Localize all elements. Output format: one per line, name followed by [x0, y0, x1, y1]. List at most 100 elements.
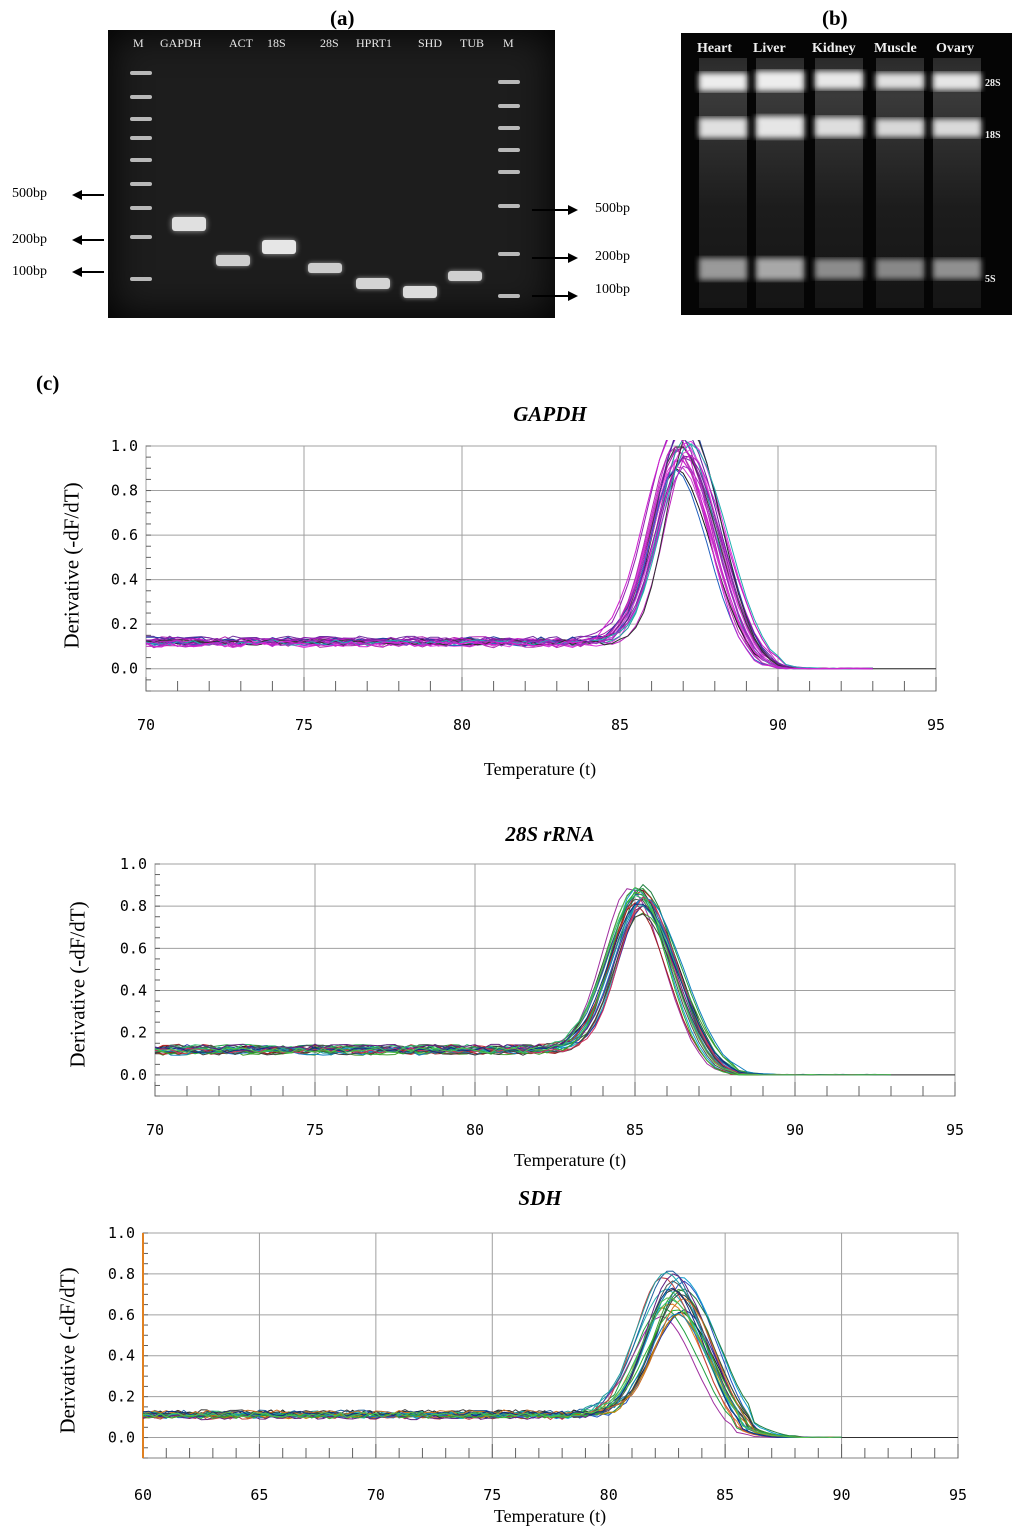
x-tick-label: 85 — [626, 1121, 644, 1139]
melt-curve-series — [142, 1297, 842, 1439]
lane-label-heart: Heart — [697, 41, 732, 56]
plot-frame — [142, 1232, 959, 1459]
chart-xlabel-sdh: Temperature (t) — [493, 1506, 607, 1526]
arrow-line — [80, 271, 104, 273]
x-tick-label: 75 — [306, 1121, 324, 1139]
lane-label-ovary: Ovary — [936, 41, 975, 56]
arrow-right-icon — [568, 205, 578, 215]
y-tick-label: 0.4 — [120, 982, 147, 1000]
y-tick-label: 1.0 — [120, 858, 147, 873]
melt-curve-series — [142, 1293, 842, 1439]
marker-left-100bp: 100bp — [12, 264, 47, 279]
lane-label-m-left: M — [133, 36, 144, 50]
lane-label-act: ACT — [229, 36, 253, 50]
band-hprt1 — [356, 278, 390, 289]
marker-right-200bp: 200bp — [595, 249, 630, 264]
x-tick-label: 60 — [134, 1486, 152, 1504]
lane-label-liver: Liver — [753, 41, 786, 56]
x-tick-label: 70 — [146, 1121, 164, 1139]
ladder-band — [498, 80, 520, 84]
y-tick-label: 0.0 — [120, 1066, 147, 1084]
arrow-right-icon — [568, 291, 578, 301]
rna-lane-heart — [699, 58, 747, 308]
y-tick-label: 0.2 — [108, 1388, 135, 1406]
gel-image-b: Heart Liver Kidney Muscle Ovary 28S 18S … — [681, 33, 1012, 315]
ladder-band — [498, 148, 520, 152]
arrow-line — [80, 239, 104, 241]
plot-frame — [154, 863, 956, 1097]
ladder-band — [498, 170, 520, 174]
x-tick-label: 70 — [137, 716, 155, 734]
ladder-band — [498, 104, 520, 108]
band-act — [216, 255, 250, 266]
y-tick-label: 0.6 — [120, 939, 147, 957]
y-tick-label: 0.8 — [120, 897, 147, 915]
y-tick-label: 0.0 — [108, 1429, 135, 1447]
arrow-line — [532, 257, 568, 259]
lane-label-18s: 18S — [267, 36, 286, 50]
ladder-band — [130, 117, 152, 121]
ladder-band — [130, 235, 152, 239]
marker-left-200bp: 200bp — [12, 232, 47, 247]
lane-label-gapdh: GAPDH — [160, 36, 202, 50]
chart-ylabel-sdh: Derivative (-dF/dT) — [55, 1267, 80, 1434]
gel-b-lanes — [699, 58, 981, 308]
band-shd — [403, 286, 437, 298]
chart-xlabel-28s: Temperature (t) — [513, 1150, 627, 1170]
band-label-28s: 28S — [985, 78, 1001, 89]
lane-label-m-right: M — [503, 36, 514, 50]
x-tick-label: 80 — [600, 1486, 618, 1504]
melt-curve-series — [154, 886, 892, 1076]
ladder-band — [130, 158, 152, 162]
x-tick-label: 95 — [949, 1486, 967, 1504]
lane-label-shd: SHD — [418, 36, 443, 50]
y-tick-label: 0.6 — [108, 1306, 135, 1324]
ladder-band — [498, 126, 520, 130]
marker-right-500bp: 500bp — [595, 201, 630, 216]
arrow-left-icon — [72, 267, 82, 277]
lane-label-tub: TUB — [460, 36, 484, 50]
y-tick-label: 0.8 — [111, 482, 138, 500]
x-tick-label: 80 — [453, 716, 471, 734]
y-tick-label: 0.0 — [111, 660, 138, 678]
ladder-band — [130, 206, 152, 210]
melt-curve-series — [145, 440, 873, 670]
arrow-left-icon — [72, 235, 82, 245]
melt-curve-chart-28s: 70 75 80 85 90 95 0.0 0.2 0.4 0.6 0.8 1.0 — [120, 858, 964, 1139]
chart-title-gapdh: GAPDH — [513, 402, 587, 426]
marker-right-100bp: 100bp — [595, 282, 630, 297]
lane-label-kidney: Kidney — [812, 41, 856, 56]
ladder-band — [498, 294, 520, 298]
x-tick-label: 65 — [250, 1486, 268, 1504]
melt-curve-series — [142, 1287, 842, 1439]
x-tick-label: 75 — [483, 1486, 501, 1504]
y-tick-label: 1.0 — [108, 1225, 135, 1242]
x-tick-label: 75 — [295, 716, 313, 734]
band-28s — [308, 263, 342, 273]
chart-ylabel-gapdh: Derivative (-dF/dT) — [59, 482, 84, 649]
ladder-band — [130, 182, 152, 186]
melt-curve-chart-gapdh: 70 75 80 85 90 95 0.0 0.2 0.4 0.6 0.8 1.0 — [111, 440, 945, 734]
band-label-18s: 18S — [985, 130, 1001, 141]
melt-curve-series — [142, 1273, 842, 1439]
ladder-band — [130, 136, 152, 140]
panel-b-label: (b) — [822, 6, 848, 30]
x-tick-label: 70 — [367, 1486, 385, 1504]
rna-lane-muscle — [876, 58, 924, 308]
chart-ylabel-28s: Derivative (-dF/dT) — [65, 901, 90, 1068]
panel-c-label: (c) — [36, 371, 60, 395]
ladder-band — [498, 204, 520, 208]
rna-lane-kidney — [815, 58, 863, 308]
band-label-5s: 5S — [985, 274, 996, 285]
ladder-band — [130, 277, 152, 281]
x-tick-label: 90 — [833, 1486, 851, 1504]
y-tick-label: 0.2 — [111, 615, 138, 633]
y-tick-label: 0.4 — [111, 571, 138, 589]
lane-label-28s: 28S — [320, 36, 339, 50]
chart-title-28s: 28S rRNA — [505, 822, 595, 846]
plot-frame — [145, 445, 937, 692]
arrow-right-icon — [568, 253, 578, 263]
x-tick-label: 80 — [466, 1121, 484, 1139]
lane-label-hprt1: HPRT1 — [356, 36, 392, 50]
y-tick-label: 0.6 — [111, 526, 138, 544]
